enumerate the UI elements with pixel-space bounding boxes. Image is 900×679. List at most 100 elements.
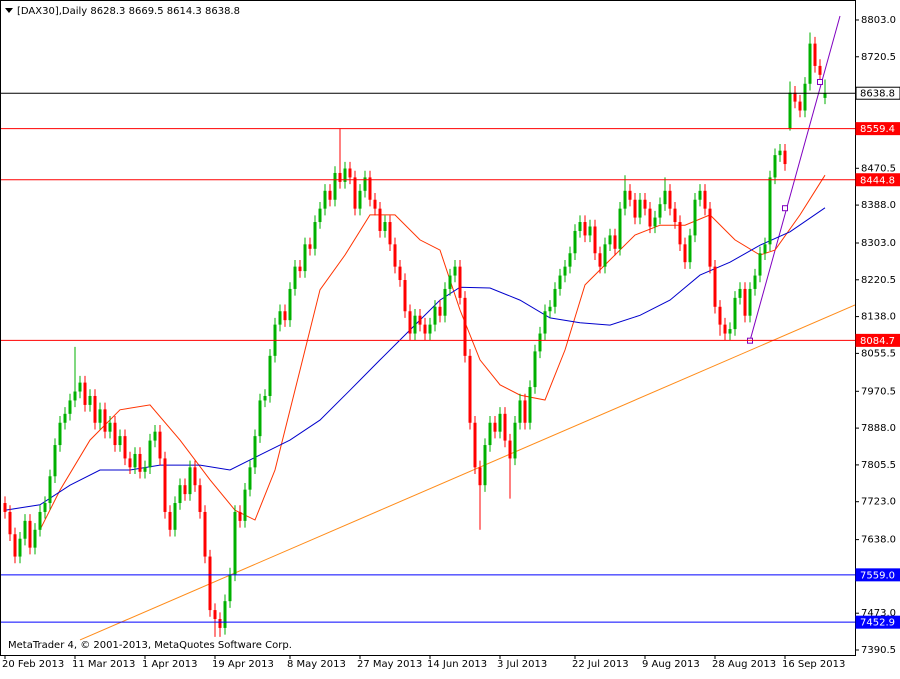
candle-body xyxy=(33,529,37,548)
level-label-box xyxy=(855,86,900,100)
candle-body xyxy=(18,538,22,557)
level-label: 8084.7 xyxy=(860,336,895,347)
candle-body xyxy=(498,413,502,432)
candle-body xyxy=(728,329,732,334)
candle-body xyxy=(458,266,462,298)
candle-body xyxy=(423,324,427,334)
candle-body xyxy=(223,601,227,628)
candle-body xyxy=(178,485,182,504)
level-label: 8444.8 xyxy=(860,175,895,186)
candle-body xyxy=(553,288,557,307)
candle-body xyxy=(583,222,587,236)
candle-body xyxy=(433,306,437,325)
candle-body xyxy=(798,101,802,111)
candle-body xyxy=(123,436,127,459)
candle-body xyxy=(708,208,712,267)
candle-body xyxy=(353,177,357,209)
candle-body xyxy=(468,355,472,423)
candle-body xyxy=(478,467,482,486)
candle-body xyxy=(788,92,792,129)
candle-body xyxy=(573,230,577,254)
candle-body xyxy=(148,440,152,468)
y-tick-label: 7473.0 xyxy=(861,608,896,619)
level-label: 8638.8 xyxy=(860,89,895,100)
level-label-box xyxy=(855,615,900,629)
candle-body xyxy=(693,199,697,236)
candle-body xyxy=(598,253,602,267)
candle-body xyxy=(628,190,632,200)
level-label-box xyxy=(855,568,900,582)
level-label-box xyxy=(855,173,900,187)
candle-body xyxy=(648,208,652,227)
candle-body xyxy=(208,556,212,611)
candle-body xyxy=(438,306,442,316)
x-tick-label: 16 Sep 2013 xyxy=(782,659,845,670)
candle-body xyxy=(658,204,662,218)
y-tick-label: 8055.5 xyxy=(861,348,896,359)
level-label: 8559.4 xyxy=(860,124,895,135)
candle-body xyxy=(783,150,787,165)
plot-border xyxy=(0,0,856,656)
candle-body xyxy=(493,422,497,432)
candle-body xyxy=(743,288,747,316)
candle-body xyxy=(343,168,347,182)
candle-body xyxy=(518,400,522,423)
candle-body xyxy=(823,93,827,98)
candle-body xyxy=(393,244,397,267)
candle-body xyxy=(58,422,62,446)
candle-body xyxy=(83,382,87,405)
candle-body xyxy=(773,155,777,178)
x-tick-label: 28 Aug 2013 xyxy=(712,659,776,670)
candle-body xyxy=(238,511,242,521)
candle-body xyxy=(568,253,572,267)
candle-body xyxy=(68,400,72,414)
candle-body xyxy=(543,311,547,334)
candle-body xyxy=(138,453,142,472)
candle-body xyxy=(323,190,327,209)
candle-body xyxy=(363,177,367,191)
low: 8614.3 xyxy=(167,6,202,17)
candle-body xyxy=(548,306,552,312)
candle-body xyxy=(338,172,342,182)
candle-body xyxy=(63,413,67,423)
candle-body xyxy=(183,485,187,495)
candle-body xyxy=(528,387,532,423)
candle-body xyxy=(763,244,767,254)
line-anchor xyxy=(782,205,788,212)
candle-body xyxy=(538,333,542,352)
candle-body xyxy=(28,520,32,548)
candle-body xyxy=(383,222,387,231)
candle-body xyxy=(758,253,762,276)
candle-body xyxy=(158,431,162,459)
candle-body xyxy=(508,440,512,459)
candle-body xyxy=(723,324,727,334)
candle-body xyxy=(293,266,297,289)
candle-body xyxy=(48,476,52,504)
candle-body xyxy=(418,315,422,325)
candle-body xyxy=(588,226,592,236)
candle-body xyxy=(523,400,527,423)
candle-body xyxy=(483,445,487,486)
candle-body xyxy=(748,288,752,316)
level-label: 7452.9 xyxy=(860,618,895,629)
candle-body xyxy=(463,297,467,356)
candle-body xyxy=(403,280,407,312)
candle-body xyxy=(413,315,417,334)
x-tick-label: 20 Feb 2013 xyxy=(2,659,64,670)
candle-body xyxy=(808,43,812,84)
candle-body xyxy=(88,395,92,405)
x-tick-label: 3 Jul 2013 xyxy=(497,659,547,670)
candle-body xyxy=(488,422,492,446)
candle-body xyxy=(173,503,177,530)
candle-body xyxy=(563,266,567,276)
candle-body xyxy=(218,619,222,628)
high: 8669.5 xyxy=(129,6,164,17)
level-label: 7559.0 xyxy=(860,570,895,581)
candle-body xyxy=(643,199,647,209)
candle-body xyxy=(623,190,627,209)
candle-body xyxy=(143,467,147,472)
candle-body xyxy=(23,520,27,539)
candle-body xyxy=(268,355,272,396)
close: 8638.8 xyxy=(205,6,240,17)
